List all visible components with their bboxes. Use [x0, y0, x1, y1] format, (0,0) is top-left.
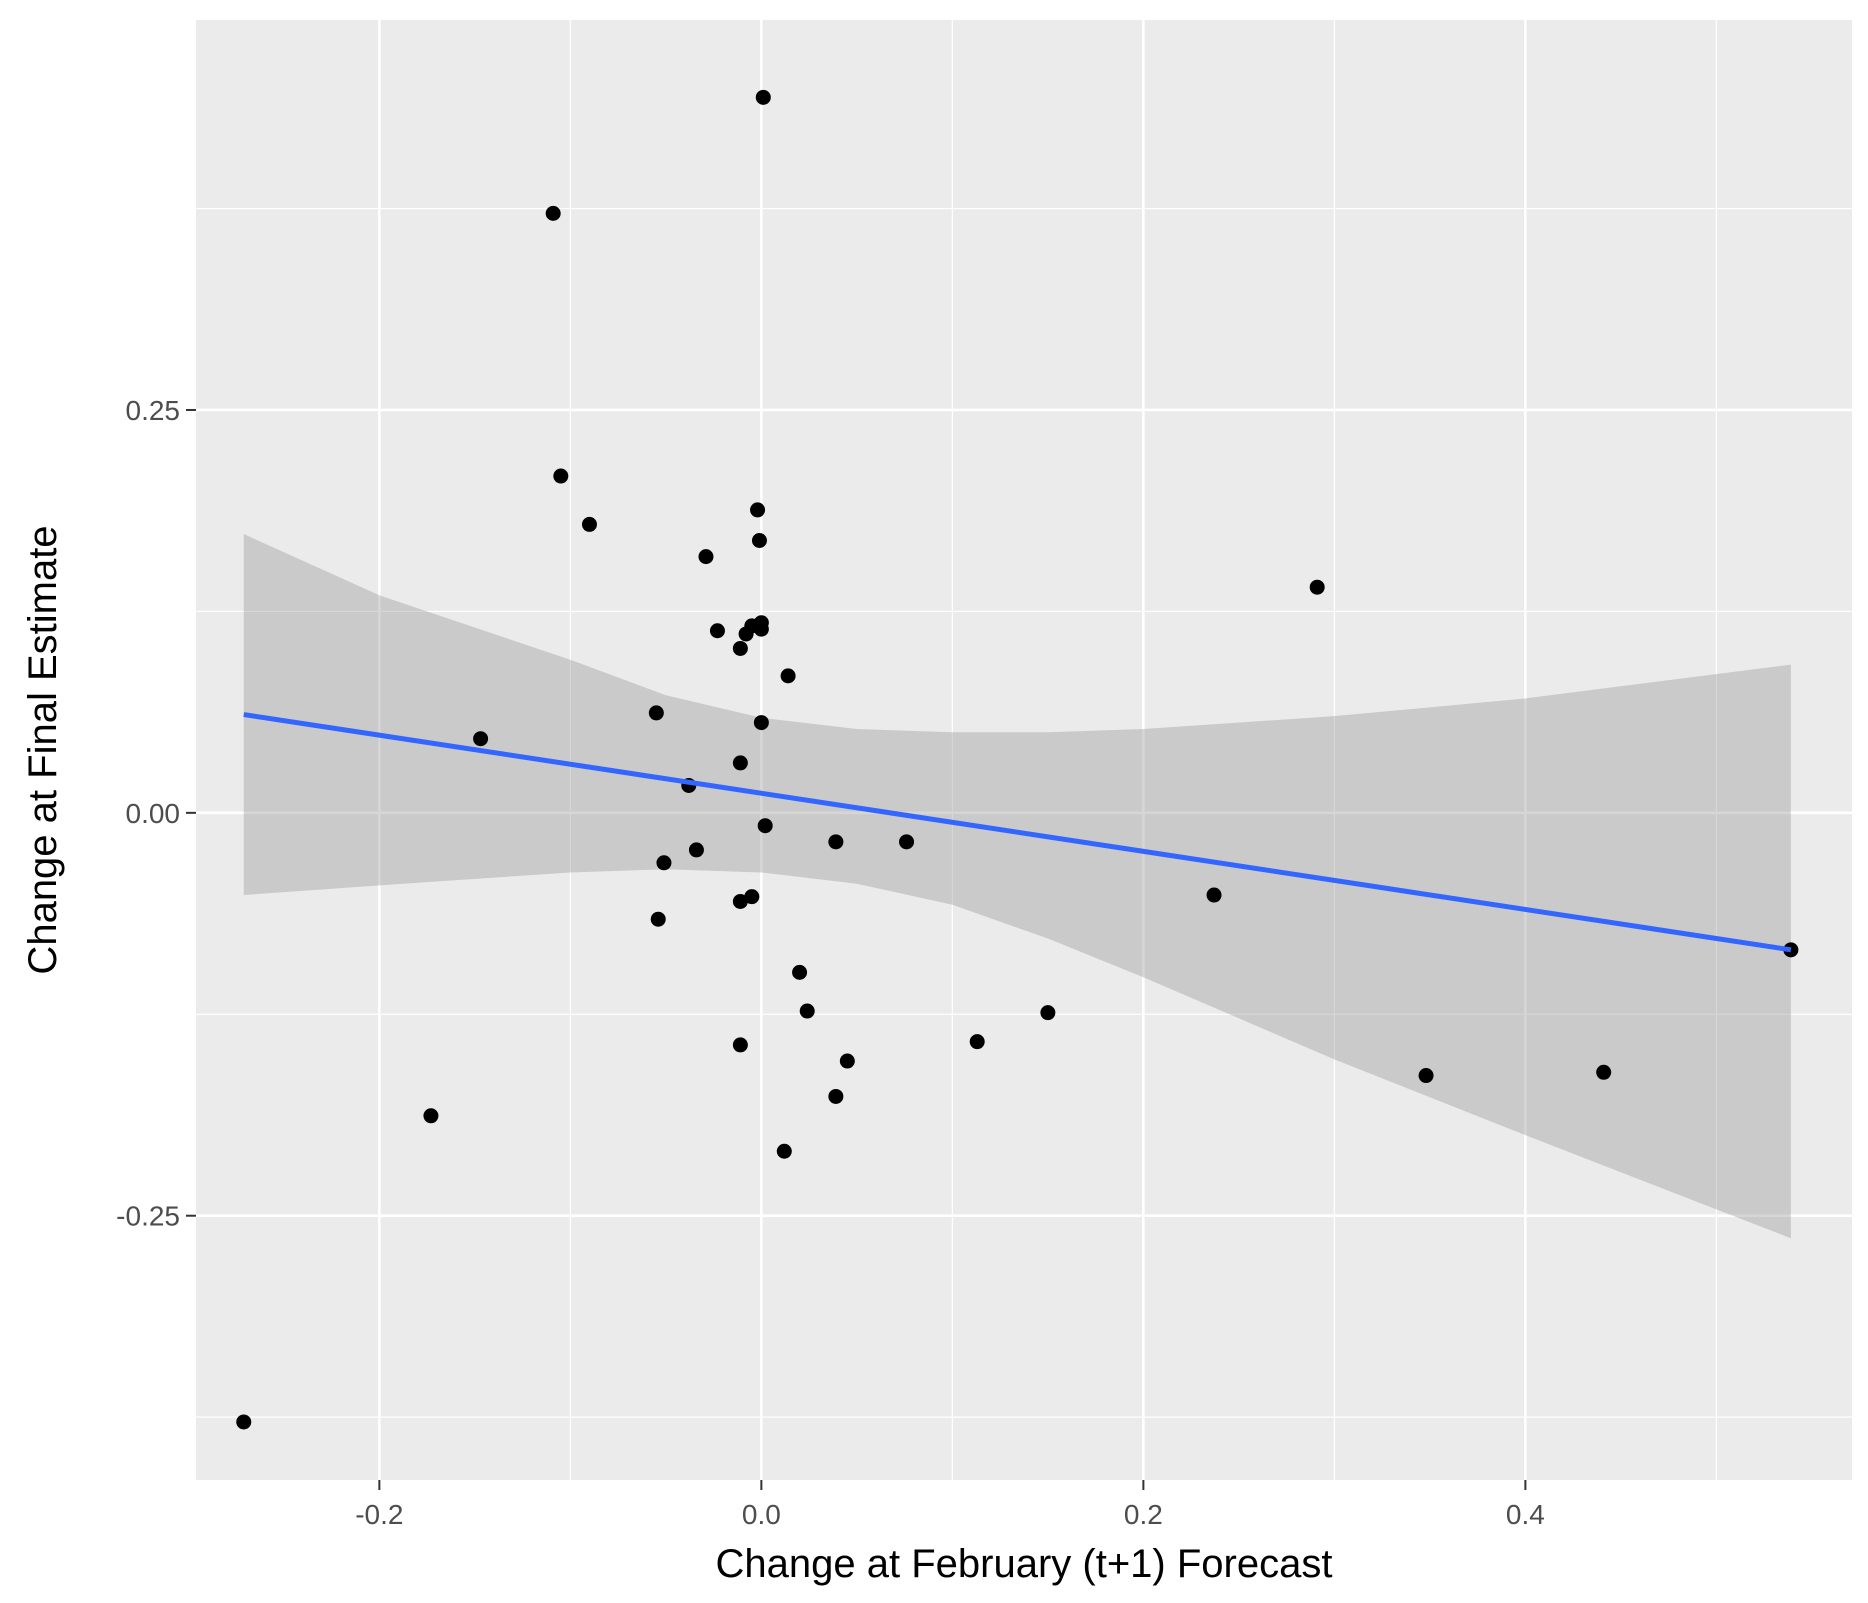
data-point	[698, 549, 714, 565]
data-point	[969, 1034, 985, 1050]
data-point	[1596, 1064, 1612, 1080]
data-point	[757, 818, 773, 834]
data-point	[732, 893, 748, 909]
data-point	[899, 834, 915, 850]
major-gridlines	[196, 20, 1852, 1480]
data-point	[828, 834, 844, 850]
data-point	[750, 502, 766, 518]
data-point	[473, 731, 489, 747]
minor-gridlines	[187, 20, 1852, 1480]
data-point	[545, 205, 561, 221]
x-tick-label: 0.4	[1506, 1499, 1545, 1530]
y-tick-label: 0.25	[126, 395, 181, 426]
data-point	[738, 626, 754, 642]
data-point	[799, 1003, 815, 1019]
data-point	[780, 668, 796, 684]
data-point	[753, 715, 769, 731]
data-point	[776, 1143, 792, 1159]
y-tick-label: -0.25	[116, 1201, 180, 1232]
data-points	[236, 89, 1799, 1430]
regression-line	[243, 712, 1792, 953]
y-axis-title: Change at Final Estimate	[21, 525, 65, 974]
data-point	[656, 855, 672, 871]
data-point	[792, 964, 808, 980]
data-point	[553, 468, 569, 484]
data-point	[732, 640, 748, 656]
data-point	[755, 89, 771, 105]
data-point	[828, 1088, 844, 1104]
confidence-band	[243, 534, 1791, 1239]
y-axis-ticks: 0.25 0.00 -0.25	[116, 395, 196, 1232]
data-point	[650, 911, 666, 927]
data-point	[1309, 579, 1325, 595]
x-tick-label: 0.2	[1124, 1499, 1163, 1530]
data-point	[236, 1414, 252, 1430]
data-point	[423, 1108, 439, 1124]
data-point	[648, 705, 664, 721]
x-tick-label: 0.0	[742, 1499, 781, 1530]
x-axis-ticks: -0.2 0.0 0.2 0.4	[355, 1480, 1545, 1530]
data-point	[839, 1053, 855, 1069]
data-point	[744, 889, 760, 905]
data-point	[581, 516, 597, 532]
y-tick-label: 0.00	[126, 798, 181, 829]
data-point	[751, 533, 767, 549]
data-point	[753, 615, 769, 631]
data-point	[688, 842, 704, 858]
data-point	[709, 623, 725, 639]
data-point	[1040, 1005, 1056, 1021]
data-point	[732, 755, 748, 771]
x-tick-label: -0.2	[355, 1499, 403, 1530]
data-point	[1206, 887, 1222, 903]
x-axis-title: Change at February (t+1) Forecast	[716, 1542, 1333, 1586]
data-point	[1418, 1068, 1434, 1084]
data-point	[732, 1037, 748, 1053]
